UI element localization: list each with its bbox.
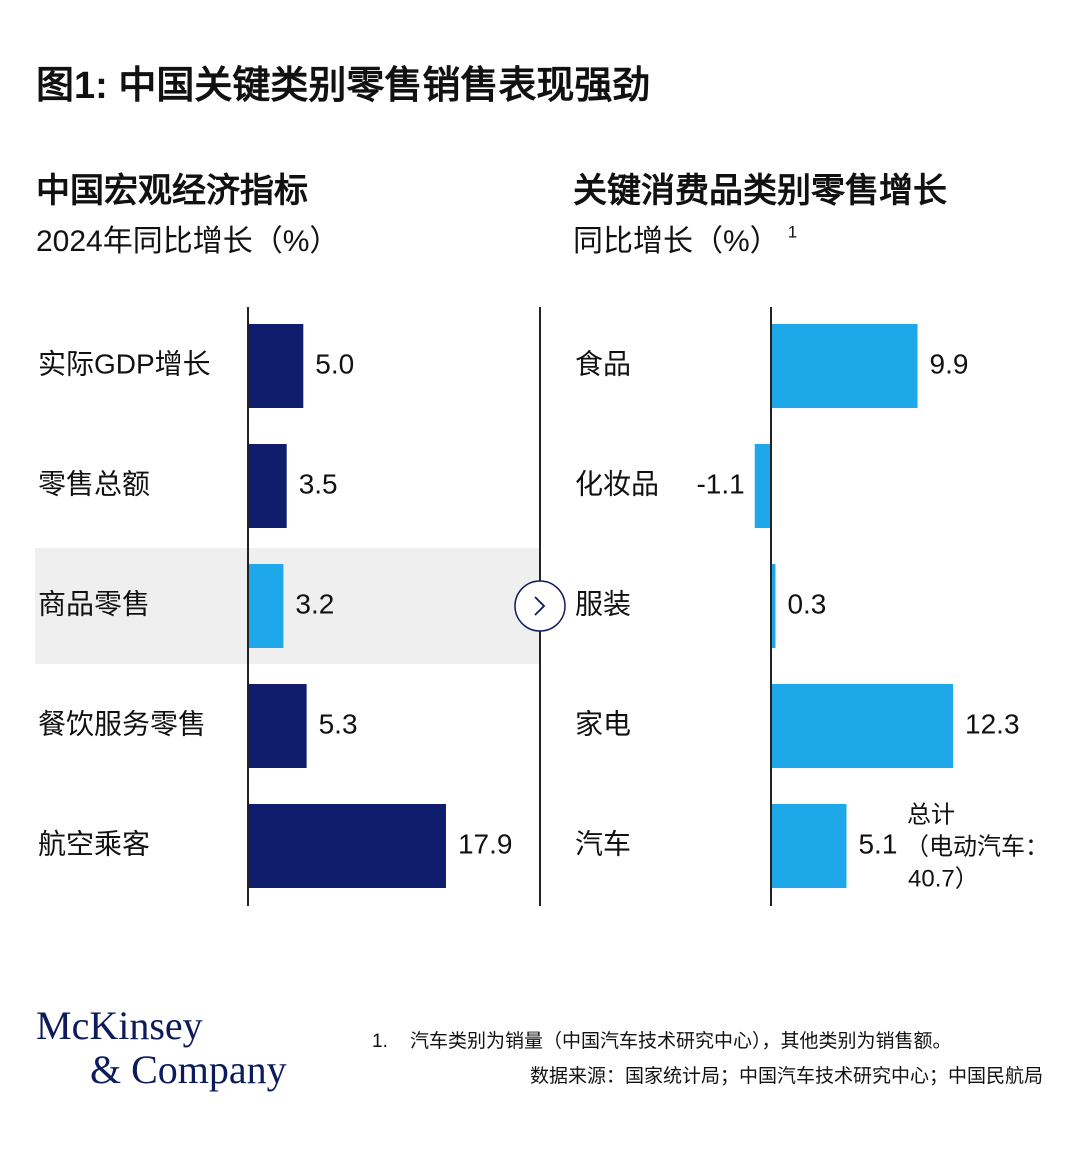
category-label: 家电 <box>575 708 631 739</box>
annotation: 总计 <box>907 801 955 828</box>
category-label: 商品零售 <box>38 588 150 619</box>
chart-title: 关键消费品类别零售增长 <box>573 172 947 210</box>
category-label: 汽车 <box>575 828 631 859</box>
value-label: 3.5 <box>299 468 338 499</box>
chart-title: 中国宏观经济指标 <box>36 171 308 210</box>
highlight-arrow <box>514 580 566 632</box>
bar <box>248 444 287 528</box>
bar <box>754 444 771 528</box>
footnote-marker: 1. <box>372 1031 388 1052</box>
category-label: 航空乘客 <box>38 828 150 859</box>
value-label: 12.3 <box>965 708 1020 739</box>
value-label: 5.0 <box>315 348 354 379</box>
value-label: 17.9 <box>458 828 513 859</box>
category-label: 食品 <box>575 348 631 379</box>
footnote-marker: 1 <box>788 222 797 241</box>
category-label: 餐饮服务零售 <box>38 708 206 739</box>
bar <box>248 804 446 888</box>
bar <box>771 324 918 408</box>
category-label: 服装 <box>575 588 631 619</box>
value-label: 5.1 <box>858 828 897 859</box>
bar <box>771 684 954 768</box>
bar <box>771 804 847 888</box>
chart-subtitle: 同比增长（%） <box>573 225 780 258</box>
value-label: 0.3 <box>787 588 826 619</box>
category-label: 零售总额 <box>38 468 150 499</box>
logo: & Company <box>90 1047 287 1092</box>
chart-subtitle: 2024年同比增长（%） <box>36 225 339 258</box>
highlight-arrow-icon <box>534 596 546 616</box>
footnote: 汽车类别为销量（中国汽车技术研究中心），其他类别为销售额。 <box>410 1030 952 1052</box>
category-label: 实际GDP增长 <box>38 348 211 379</box>
bar <box>771 564 776 648</box>
bar <box>248 684 307 768</box>
bar <box>248 564 284 648</box>
annotation: （电动汽车： <box>905 833 1049 860</box>
highlight-band <box>35 548 540 664</box>
category-label: 化妆品 <box>575 468 659 499</box>
value-label: -1.1 <box>696 468 744 499</box>
page-title: 图1: 中国关键类别零售销售表现强劲 <box>36 65 650 107</box>
value-label: 5.3 <box>319 708 358 739</box>
source: 数据来源：国家统计局；中国汽车技术研究中心；中国民航局 <box>530 1065 1043 1087</box>
value-label: 9.9 <box>930 348 969 379</box>
logo: McKinsey <box>36 1003 203 1048</box>
value-label: 3.2 <box>295 588 334 619</box>
bar <box>248 324 304 408</box>
annotation: 40.7） <box>908 865 979 892</box>
